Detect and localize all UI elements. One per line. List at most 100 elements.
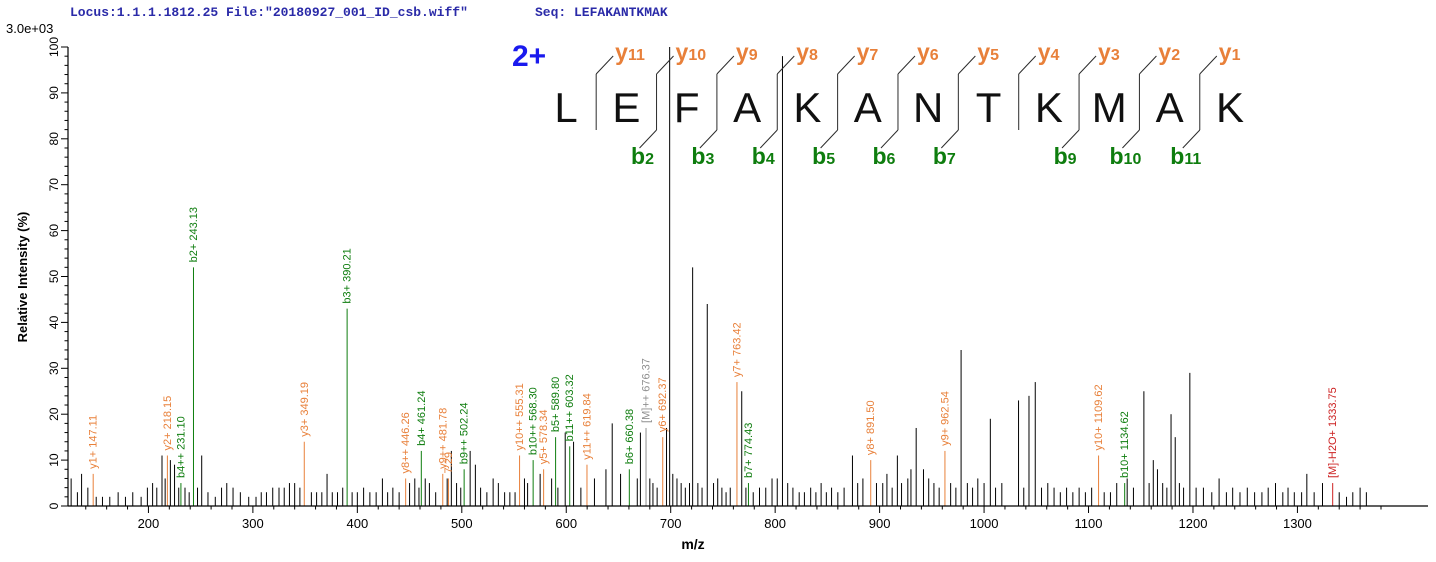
peak-label: y8++ 446.26	[400, 412, 412, 473]
y-ion-label: y7	[857, 39, 879, 65]
residue-letter: K	[1216, 84, 1244, 131]
x-tick-label: 300	[242, 516, 264, 531]
b-ion-label: b9	[1054, 143, 1077, 169]
residue-letter: A	[854, 84, 882, 131]
peaks-layer	[70, 47, 1367, 506]
peak-label: b11++ 603.32	[564, 374, 576, 441]
peak-label: b10++ 568.30	[528, 387, 540, 455]
peak-label: b2+ 243.13	[188, 207, 200, 262]
y-tick-label: 60	[47, 224, 61, 238]
y-ion-mark	[656, 55, 674, 75]
residue-letter: T	[976, 84, 1002, 131]
y-ion-label: y8	[796, 39, 818, 65]
b-ion-mark	[880, 129, 899, 149]
y-ion-mark	[1078, 55, 1097, 75]
y-ion-label: y6	[917, 39, 939, 65]
b-ion-mark	[1061, 129, 1080, 149]
x-tick-label: 1300	[1283, 516, 1312, 531]
b-ion-mark	[1122, 129, 1140, 149]
residue-letter: A	[733, 84, 761, 131]
peak-label: y2+ 218.15	[162, 396, 174, 451]
peak-label: y7+ 763.42	[731, 322, 743, 377]
y-ion-mark	[1018, 55, 1037, 75]
b-ion-mark	[639, 129, 657, 149]
b-ion-label: b10	[1109, 143, 1141, 169]
y-tick-label: 100	[47, 37, 61, 57]
x-tick-label: 1000	[970, 516, 999, 531]
b-ion-label: b7	[933, 143, 956, 169]
y-tick-label: 90	[47, 86, 61, 100]
peak-label: 7.29	[443, 452, 455, 473]
y-tick-label: 40	[47, 315, 61, 329]
y-ion-label: y9	[736, 39, 758, 65]
y-ion-label: y1	[1219, 39, 1241, 65]
peak-label: b3+ 390.21	[342, 248, 354, 303]
peak-label: b10+ 1134.62	[1119, 411, 1131, 478]
residue-letter: K	[1035, 84, 1063, 131]
y-ion-mark	[957, 55, 976, 75]
peak-label: b4+ 461.24	[416, 391, 428, 446]
peak-label: y10++ 555.31	[514, 383, 526, 450]
b-ion-label: b11	[1170, 143, 1201, 169]
y-ion-label: y4	[1038, 39, 1060, 65]
peak-label: y9++ 481.78	[437, 408, 449, 469]
y-tick-label: 80	[47, 132, 61, 146]
b-ion-label: b2	[631, 143, 654, 169]
x-tick-label: 900	[869, 516, 891, 531]
b-ion-mark	[940, 129, 959, 149]
precursor-charge-label: 2+	[512, 40, 546, 73]
residue-letter: M	[1092, 84, 1127, 131]
y-tick-label: 20	[47, 407, 61, 421]
peak-labels-layer: y1+ 147.11 y2+ 218.15 b4++ 231.10 b2+ 243.1…	[88, 207, 1340, 478]
peak-label: y5+ 578.34	[538, 410, 550, 465]
y-ion-label: y3	[1098, 39, 1120, 65]
locus-file-label: Locus:1.1.1.1812.25 File:"20180927_001_I…	[70, 5, 468, 20]
peak-label: y8+ 891.50	[865, 400, 877, 455]
peak-label: y9+ 962.54	[939, 391, 951, 446]
intensity-scale-label: 3.0e+03	[6, 21, 54, 36]
b-ion-label: b4	[752, 143, 775, 169]
x-tick-label: 1100	[1075, 516, 1103, 531]
sequence-label: Seq: LEFAKANTKMAK	[535, 5, 668, 20]
y-ion-mark	[1199, 55, 1218, 75]
b-ion-label: b3	[691, 143, 714, 169]
x-tick-label: 200	[138, 516, 160, 531]
x-tick-label: 600	[555, 516, 577, 531]
b-ion-mark	[1182, 129, 1201, 149]
peak-label: b4++ 231.10	[175, 416, 187, 478]
y-ion-mark	[897, 55, 916, 75]
x-axis-title: m/z	[681, 536, 704, 552]
axis-layer: 200 300 400 500 600 700 800 900 1000 1100 1200 1300…	[15, 37, 1428, 552]
y-ion-label: y11	[615, 39, 645, 65]
b-ion-label: b6	[872, 143, 895, 169]
peak-label: y3+ 349.19	[299, 382, 311, 437]
y-ion-mark	[595, 55, 614, 75]
y-ion-label: y10	[676, 39, 707, 65]
y-tick-label: 50	[47, 270, 61, 284]
peak-label: [M]++ 676.37	[641, 358, 653, 423]
b-ion-mark	[820, 129, 838, 149]
peak-label: b6+ 660.38	[624, 409, 636, 464]
y-ion-mark	[837, 55, 855, 75]
y-tick-label: 70	[47, 178, 61, 192]
peak-label: [M]-H2O+ 1333.75	[1327, 387, 1339, 478]
y-ion-mark	[776, 55, 795, 75]
residue-letter: F	[674, 84, 700, 131]
b-ion-mark	[699, 129, 718, 149]
y-tick-label: 30	[47, 361, 61, 375]
b-ion-mark	[759, 129, 778, 149]
x-tick-label: 1200	[1179, 516, 1208, 531]
peak-label: b9++ 502.24	[459, 402, 471, 464]
peak-label: b5+ 589.80	[550, 377, 562, 432]
b-ion-label: b5	[812, 143, 835, 169]
peak-label: b7+ 774.43	[743, 423, 755, 478]
x-tick-label: 700	[660, 516, 682, 531]
x-tick-label: 400	[346, 516, 368, 531]
x-tick-label: 800	[764, 516, 786, 531]
y-ion-label: y5	[977, 39, 999, 65]
y-ion-label: y2	[1158, 39, 1180, 65]
residue-letter: A	[1156, 84, 1184, 131]
